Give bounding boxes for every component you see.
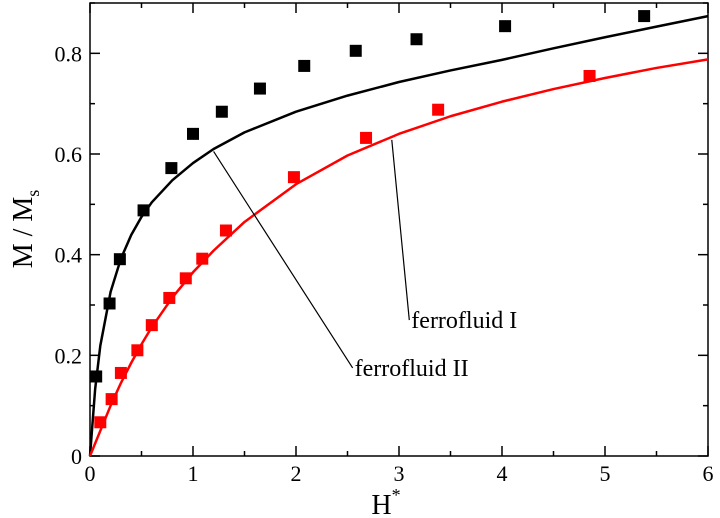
data-point [114, 366, 127, 379]
data-point [638, 10, 651, 23]
data-point [298, 59, 311, 72]
y-tick-label: 0.6 [55, 142, 83, 167]
fit-curve-2 [88, 58, 709, 457]
data-points [90, 10, 651, 429]
plot-frame [89, 2, 709, 457]
x-tick-label: 5 [600, 461, 611, 486]
fit-curve-1 [88, 14, 709, 457]
data-point [145, 319, 158, 332]
fit-curves [88, 14, 709, 457]
data-point [360, 131, 373, 144]
y-axis-title-main: M / M [8, 197, 39, 269]
data-point [410, 33, 423, 46]
data-point [187, 127, 199, 140]
data-point [253, 82, 266, 95]
data-point [583, 69, 596, 82]
data-point [103, 297, 116, 310]
x-axis-title-sup: * [392, 485, 401, 505]
data-point [90, 370, 103, 383]
x-axis-title: H* [371, 485, 400, 518]
annotation-label: ferrofluid II [355, 356, 469, 382]
y-tick-label: 0.8 [55, 41, 83, 66]
data-point [113, 253, 126, 266]
x-axis-title-main: H [371, 490, 391, 518]
data-point [432, 103, 445, 116]
data-point [94, 416, 107, 429]
y-tick-label: 0 [71, 444, 82, 469]
data-point [105, 393, 118, 406]
data-point [131, 344, 144, 357]
data-point [179, 272, 192, 285]
x-tick-label: 1 [188, 461, 199, 486]
x-tick-label: 6 [703, 461, 714, 486]
data-point [137, 204, 150, 217]
data-point [499, 20, 512, 33]
x-tick-label: 2 [291, 461, 302, 486]
data-point [163, 291, 176, 304]
data-point [165, 162, 178, 175]
axis-ticks: 0 1 2 3 4 5 6 0 0.2 0.4 0.6 0.8 [55, 2, 714, 486]
y-axis-title: M / Ms [8, 190, 43, 269]
y-tick-label: 0.2 [55, 343, 83, 368]
y-axis-title-sub: s [23, 190, 43, 197]
annotation-label: ferrofluid I [411, 308, 517, 334]
data-point [196, 252, 209, 265]
data-point [219, 224, 232, 237]
annotations: ferrofluid I ferrofluid II [213, 139, 517, 382]
x-tick-label: 4 [497, 461, 508, 486]
x-tick-label: 3 [394, 461, 405, 486]
data-point [215, 105, 228, 118]
data-point [349, 44, 362, 57]
annotation-leader [213, 151, 354, 369]
x-tick-label: 0 [85, 461, 96, 486]
y-tick-label: 0.4 [55, 243, 83, 268]
annotation-leader [391, 139, 410, 321]
data-point [287, 171, 300, 184]
